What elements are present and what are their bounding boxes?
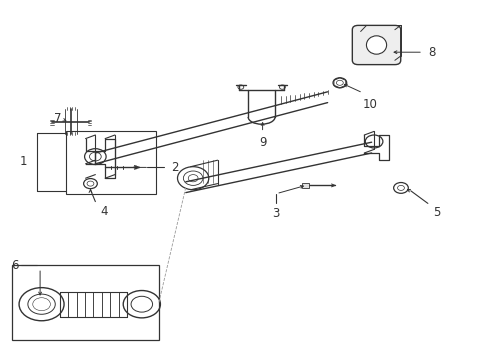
Text: 3: 3 bbox=[272, 207, 280, 220]
Text: 2: 2 bbox=[171, 161, 178, 174]
FancyBboxPatch shape bbox=[351, 25, 400, 65]
Text: 1: 1 bbox=[20, 156, 27, 168]
Text: 5: 5 bbox=[432, 206, 439, 219]
Bar bbox=[302, 183, 308, 188]
Text: 9: 9 bbox=[258, 136, 266, 149]
Bar bbox=[66, 131, 156, 194]
Ellipse shape bbox=[366, 36, 386, 54]
Text: 10: 10 bbox=[362, 98, 377, 111]
Text: 8: 8 bbox=[427, 46, 434, 59]
Text: 4: 4 bbox=[100, 205, 107, 218]
Bar bbox=[12, 265, 159, 340]
Text: 6: 6 bbox=[11, 259, 19, 272]
Text: 7: 7 bbox=[54, 112, 61, 125]
